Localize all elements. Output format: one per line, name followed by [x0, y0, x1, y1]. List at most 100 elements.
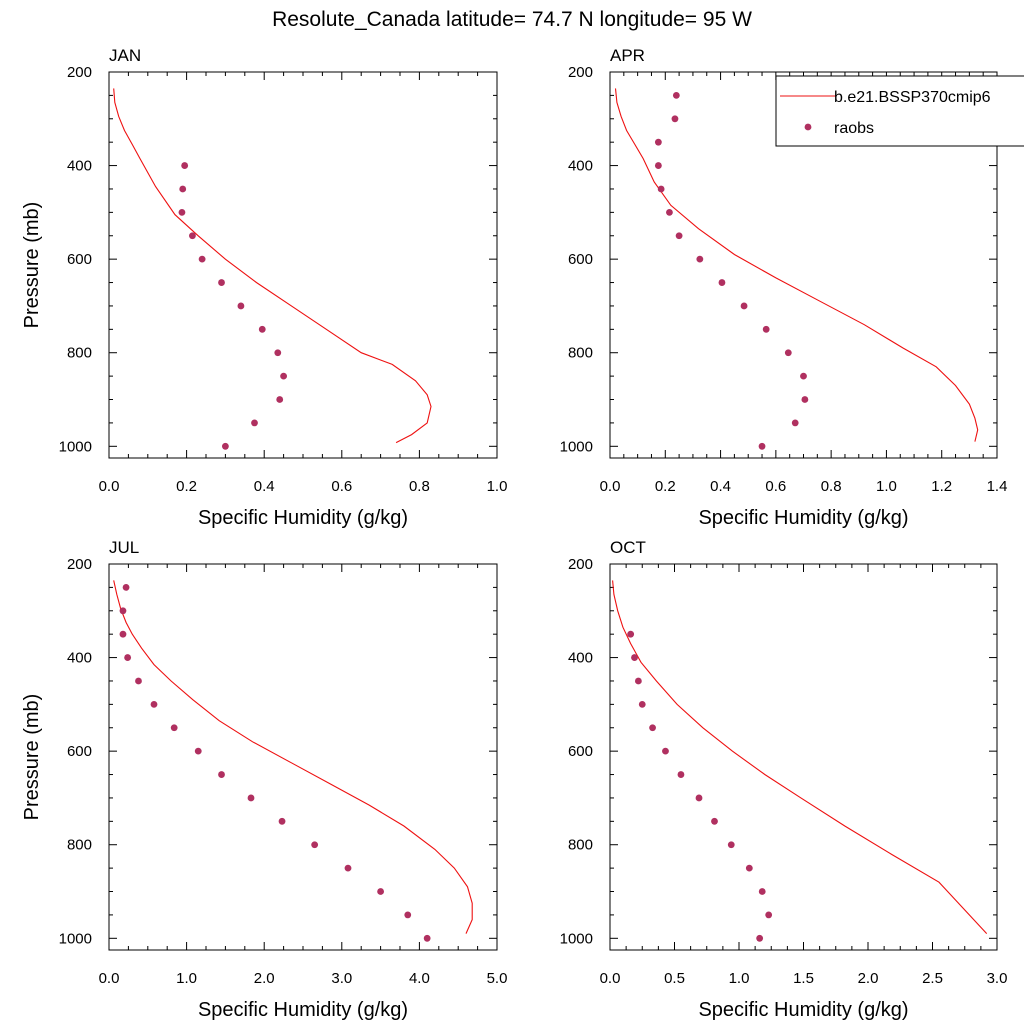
x-tick-label: 1.5 [793, 970, 814, 987]
obs-point [784, 349, 792, 357]
y-tick-label: 200 [67, 556, 92, 573]
obs-point [756, 934, 764, 942]
x-tick-label: 1.4 [987, 478, 1008, 495]
obs-point [800, 372, 807, 380]
y-tick-label: 1000 [59, 930, 92, 947]
obs-point [677, 771, 685, 778]
legend-obs-label: raobs [834, 120, 874, 137]
obs-point [119, 607, 127, 615]
x-tick-label: 0.2 [176, 478, 197, 495]
obs-point [718, 279, 726, 286]
y-tick-label: 200 [67, 64, 92, 81]
y-tick-label: 600 [67, 251, 92, 268]
obs-point [672, 91, 680, 99]
x-tick-label: 0.0 [600, 478, 621, 495]
y-tick-label: 1000 [560, 438, 593, 455]
obs-point [280, 372, 287, 380]
obs-point [198, 255, 206, 263]
obs-point [675, 232, 683, 240]
obs-point [671, 115, 679, 123]
y-tick-label: 1000 [59, 438, 92, 455]
obs-point [649, 724, 656, 732]
x-axis-label: Specific Humidity (g/kg) [198, 507, 408, 529]
obs-point [181, 162, 189, 169]
x-axis-label: Specific Humidity (g/kg) [698, 999, 908, 1021]
y-tick-label: 400 [67, 650, 92, 667]
x-tick-label: 0.0 [99, 970, 120, 987]
panel-jan: 0.0 0.2 0.4 0.6 0.8 1.0 200 400 600 800 1000 JAN Spe… [21, 46, 507, 529]
obs-point [423, 934, 431, 942]
panel-title: APR [610, 46, 645, 65]
x-tick-label: 0.0 [99, 478, 120, 495]
legend: b.e21.BSSP370cmip6 raobs [775, 75, 1024, 147]
obs-point [189, 232, 196, 240]
obs-point [695, 794, 703, 802]
obs-point [377, 888, 384, 895]
x-tick-label: 2.0 [254, 970, 275, 987]
model-line [113, 88, 432, 444]
y-tick-label: 800 [67, 345, 92, 362]
model-line [113, 580, 473, 934]
obs-point [758, 888, 766, 895]
obs-point [247, 794, 255, 802]
plot-frame [609, 563, 998, 951]
obs-point [762, 325, 770, 333]
y-axis-label: Pressure (mb) [21, 694, 43, 821]
panels: 0.0 0.2 0.4 0.6 0.8 1.0 200 400 600 800 1000 JAN Spe… [21, 46, 1007, 1021]
y-tick-label: 600 [568, 743, 593, 760]
x-tick-label: 0.8 [821, 478, 842, 495]
y-tick-label: 200 [568, 556, 593, 573]
obs-point [276, 396, 284, 403]
obs-point [170, 724, 178, 732]
obs-point [251, 419, 258, 427]
x-tick-label: 0.0 [600, 970, 621, 987]
obs-point [657, 185, 665, 193]
obs-point [801, 396, 809, 403]
model-line [612, 580, 988, 934]
obs-point [627, 630, 635, 638]
obs-point [278, 817, 286, 825]
x-tick-label: 1.0 [729, 970, 750, 987]
x-tick-label: 3.0 [331, 970, 352, 987]
x-tick-label: 3.0 [987, 970, 1008, 987]
x-tick-label: 0.2 [655, 478, 676, 495]
obs-point [666, 208, 673, 216]
obs-point [122, 583, 130, 591]
obs-point [274, 349, 282, 357]
obs-point [654, 138, 662, 146]
x-tick-label: 1.0 [487, 478, 508, 495]
obs-point [119, 630, 127, 638]
panel-oct: 0.0 0.5 1.0 1.5 2.0 2.5 3.0 200 400 600 800 1000 OCT… [560, 538, 1008, 1021]
legend-model-label: b.e21.BSSP370cmip6 [834, 89, 991, 106]
y-tick-label: 200 [568, 64, 593, 81]
obs-point [631, 654, 638, 661]
x-tick-label: 0.6 [765, 478, 786, 495]
obs-point [135, 677, 142, 685]
x-tick-label: 0.5 [664, 970, 685, 987]
obs-point [765, 911, 773, 919]
obs-point [237, 302, 245, 310]
x-axis-label: Specific Humidity (g/kg) [698, 507, 908, 529]
obs-point [124, 654, 132, 661]
legend-box [775, 75, 1024, 147]
obs-point [740, 302, 748, 310]
x-tick-label: 4.0 [409, 970, 430, 987]
panel-apr: 0.0 0.2 0.4 0.6 0.8 1.0 1.2 1.4 200 400 600 800 1000… [560, 46, 1008, 529]
panel-title: OCT [610, 538, 646, 557]
obs-point [711, 817, 718, 825]
x-tick-label: 0.6 [331, 478, 352, 495]
panel-jul: 0.0 1.0 2.0 3.0 4.0 5.0 200 400 600 800 1000 JUL Spe… [21, 538, 507, 1021]
model-line [614, 88, 979, 442]
y-tick-label: 1000 [560, 930, 593, 947]
y-tick-label: 400 [568, 158, 593, 175]
x-tick-label: 0.4 [254, 478, 275, 495]
obs-point [218, 279, 225, 286]
obs-point [404, 911, 412, 919]
legend-obs-swatch [804, 123, 812, 131]
obs-point [634, 677, 642, 685]
y-tick-label: 600 [568, 251, 593, 268]
obs-point [194, 747, 202, 755]
obs-point [638, 700, 646, 708]
panel-title: JUL [109, 538, 139, 557]
